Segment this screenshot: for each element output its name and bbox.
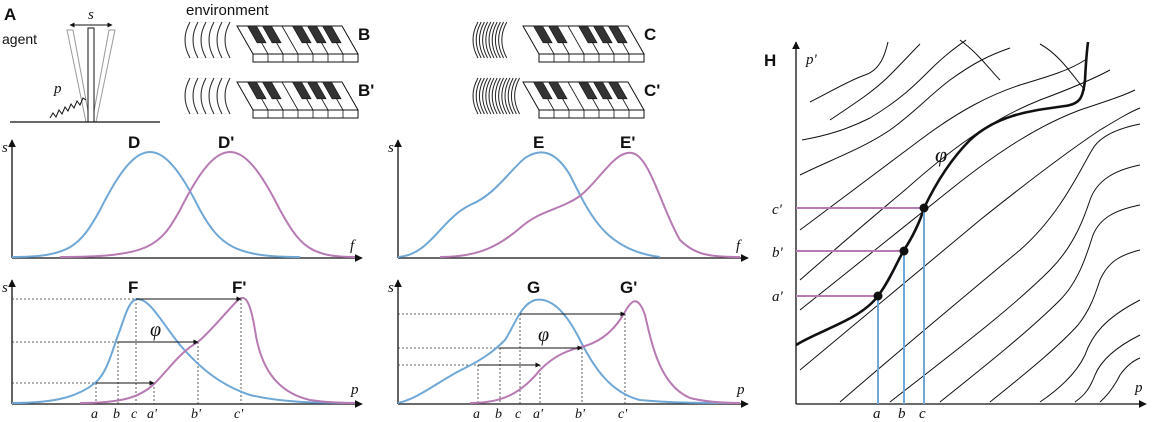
- panel-h-tick-a: a: [873, 406, 881, 422]
- piano-c-prime: [472, 77, 645, 119]
- panel-f-s-label: s: [2, 280, 8, 296]
- piano-b-sound-waves: [184, 21, 231, 59]
- panel-h-tick-c: c: [919, 406, 926, 422]
- panel-f-prime-label: F': [232, 278, 246, 297]
- panel-f-blue-curve: [11, 297, 356, 404]
- panel-h-tick-a-prime: a': [772, 289, 784, 305]
- panel-f-tick-a-prime: a': [147, 407, 158, 422]
- panel-d-prime-label: D': [218, 133, 234, 152]
- panel-h-point-c: [919, 203, 929, 213]
- panel-a: A agent s p: [2, 5, 160, 123]
- label-b-prime: B': [358, 81, 374, 100]
- panel-h-phi: φ: [935, 142, 947, 167]
- rod: [87, 27, 95, 123]
- panel-f: s p F F' φ a b c a' b' c': [2, 278, 363, 422]
- panel-g-tick-a: a: [473, 407, 480, 422]
- agent-label: agent: [2, 31, 37, 47]
- label-b: B: [358, 25, 370, 44]
- piano-c-sound-waves: [472, 21, 508, 59]
- panel-f-guides: [12, 298, 242, 404]
- panel-g-magenta-curve: [469, 300, 741, 404]
- panel-h-phi-curve: [795, 41, 1090, 347]
- s-label: s: [88, 7, 94, 23]
- panel-f-tick-a: a: [91, 407, 98, 422]
- panel-h-flow-lines: [799, 39, 1141, 403]
- panel-h-point-b: [899, 246, 909, 256]
- panel-f-phi: φ: [150, 319, 161, 341]
- panel-h-label: H: [764, 51, 776, 70]
- panel-h: H p' p φ: [764, 39, 1147, 422]
- piano-b-prime: [184, 77, 359, 119]
- panel-f-tick-b-prime: b': [191, 407, 202, 422]
- pianos: environment B B' C C': [184, 2, 660, 119]
- panel-f-tick-b: b: [113, 407, 120, 422]
- panel-g-p-label: p: [736, 382, 745, 398]
- environment-label: environment: [186, 2, 269, 19]
- panel-f-tick-c-prime: c': [234, 407, 244, 422]
- panel-e-label: E: [533, 133, 544, 152]
- panel-h-tick-b: b: [898, 406, 906, 422]
- panel-f-label: F: [128, 278, 138, 297]
- spring: [49, 97, 87, 119]
- panel-e-s-label: s: [388, 140, 394, 156]
- panel-g-tick-c-prime: c': [618, 407, 628, 422]
- panel-d: s f D D': [2, 133, 363, 262]
- panel-g-s-label: s: [388, 280, 394, 296]
- panel-g-tick-c: c: [515, 407, 522, 422]
- panel-g-tick-a-prime: a': [533, 407, 544, 422]
- panel-d-label: D: [128, 133, 140, 152]
- label-c-prime: C': [644, 81, 660, 100]
- piano-c: [472, 21, 645, 63]
- panel-e-f-label: f: [736, 238, 742, 254]
- panel-e-prime-label: E': [620, 133, 635, 152]
- panel-d-blue-curve: [11, 150, 301, 258]
- piano-b: [184, 21, 359, 63]
- panel-h-tick-c-prime: c': [772, 202, 783, 218]
- panel-a-label: A: [4, 5, 16, 24]
- piano-c-prime-keyboard: [522, 81, 645, 119]
- piano-c-keyboard: [522, 25, 645, 63]
- rod-ghost-right: [91, 29, 116, 123]
- panel-g-guides: [398, 313, 626, 404]
- panel-f-p-label: p: [350, 382, 359, 398]
- piano-c-prime-sound-waves: [472, 77, 521, 115]
- panel-f-magenta-curve: [79, 296, 356, 404]
- panel-h-point-a: [873, 291, 883, 301]
- panel-d-magenta-curve: [59, 150, 356, 258]
- piano-b-prime-keyboard: [236, 81, 359, 119]
- panel-e-magenta-curve: [439, 151, 741, 258]
- panel-d-s-label: s: [2, 140, 8, 156]
- panel-g-tick-b-prime: b': [575, 407, 586, 422]
- panel-g: s p G G' φ a b c a' b' c': [388, 278, 749, 422]
- piano-b-prime-sound-waves: [184, 77, 231, 115]
- panel-h-pprime-label: p': [805, 52, 818, 68]
- panel-e: s f E E': [388, 133, 749, 262]
- rod-ghost-left: [66, 29, 91, 123]
- panel-f-tick-c: c: [131, 407, 138, 422]
- panel-g-prime-label: G': [620, 278, 637, 297]
- panel-g-label: G: [527, 278, 540, 297]
- panel-h-tick-b-prime: b': [772, 245, 784, 261]
- panel-g-blue-curve: [397, 298, 741, 404]
- panel-e-blue-curve: [397, 151, 661, 258]
- panel-g-tick-b: b: [495, 407, 502, 422]
- piano-b-keyboard: [236, 25, 359, 63]
- panel-d-f-label: f: [350, 238, 356, 254]
- label-c: C: [644, 25, 656, 44]
- panel-h-p-label: p: [1134, 380, 1143, 396]
- p-label: p: [53, 81, 62, 97]
- panel-g-phi: φ: [538, 324, 549, 346]
